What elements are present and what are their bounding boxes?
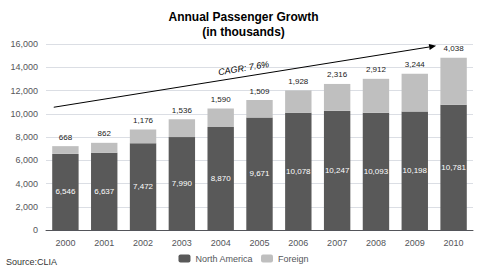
svg-text:10,781: 10,781 bbox=[441, 163, 466, 172]
svg-text:10,000: 10,000 bbox=[10, 109, 38, 119]
svg-text:2007: 2007 bbox=[327, 238, 347, 248]
svg-text:8,870: 8,870 bbox=[211, 174, 232, 183]
svg-text:8,000: 8,000 bbox=[15, 132, 38, 142]
svg-text:0: 0 bbox=[33, 225, 38, 235]
svg-text:2006: 2006 bbox=[288, 238, 308, 248]
svg-text:2005: 2005 bbox=[249, 238, 269, 248]
svg-text:1,590: 1,590 bbox=[211, 95, 232, 104]
svg-text:10,198: 10,198 bbox=[403, 166, 428, 175]
svg-text:10,093: 10,093 bbox=[364, 167, 389, 176]
svg-text:7,990: 7,990 bbox=[172, 179, 193, 188]
svg-text:862: 862 bbox=[98, 129, 112, 138]
svg-text:2003: 2003 bbox=[172, 238, 192, 248]
svg-text:1,536: 1,536 bbox=[172, 106, 193, 115]
svg-text:North America: North America bbox=[195, 254, 252, 264]
svg-text:14,000: 14,000 bbox=[10, 62, 38, 72]
svg-text:2008: 2008 bbox=[366, 238, 386, 248]
svg-text:1,928: 1,928 bbox=[288, 77, 309, 86]
svg-text:1,509: 1,509 bbox=[249, 87, 270, 96]
svg-text:9,671: 9,671 bbox=[249, 169, 270, 178]
svg-text:2002: 2002 bbox=[133, 238, 153, 248]
svg-text:3,244: 3,244 bbox=[405, 60, 426, 69]
svg-text:2001: 2001 bbox=[94, 238, 114, 248]
svg-text:Annual Passenger Growth: Annual Passenger Growth bbox=[168, 10, 318, 24]
svg-text:6,000: 6,000 bbox=[15, 155, 38, 165]
svg-text:Source:CLIA: Source:CLIA bbox=[6, 257, 57, 267]
svg-text:4,038: 4,038 bbox=[444, 44, 465, 53]
svg-text:2010: 2010 bbox=[444, 238, 464, 248]
svg-text:2000: 2000 bbox=[55, 238, 75, 248]
svg-text:10,078: 10,078 bbox=[286, 167, 311, 176]
svg-text:668: 668 bbox=[59, 133, 73, 142]
svg-text:6,546: 6,546 bbox=[55, 187, 76, 196]
svg-text:2004: 2004 bbox=[211, 238, 231, 248]
svg-text:10,247: 10,247 bbox=[325, 166, 350, 175]
svg-text:Foreign: Foreign bbox=[278, 254, 309, 264]
svg-text:2,000: 2,000 bbox=[15, 202, 38, 212]
svg-text:2009: 2009 bbox=[405, 238, 425, 248]
svg-text:(in thousands): (in thousands) bbox=[202, 25, 285, 39]
svg-text:1,176: 1,176 bbox=[133, 116, 154, 125]
svg-text:2,912: 2,912 bbox=[366, 65, 387, 74]
svg-text:6,637: 6,637 bbox=[94, 187, 115, 196]
svg-text:12,000: 12,000 bbox=[10, 86, 38, 96]
svg-text:2,316: 2,316 bbox=[327, 70, 348, 79]
svg-text:16,000: 16,000 bbox=[10, 39, 38, 49]
svg-text:7,472: 7,472 bbox=[133, 182, 154, 191]
svg-text:4,000: 4,000 bbox=[15, 179, 38, 189]
svg-text:CAGR: 7.6%: CAGR: 7.6% bbox=[217, 59, 269, 77]
